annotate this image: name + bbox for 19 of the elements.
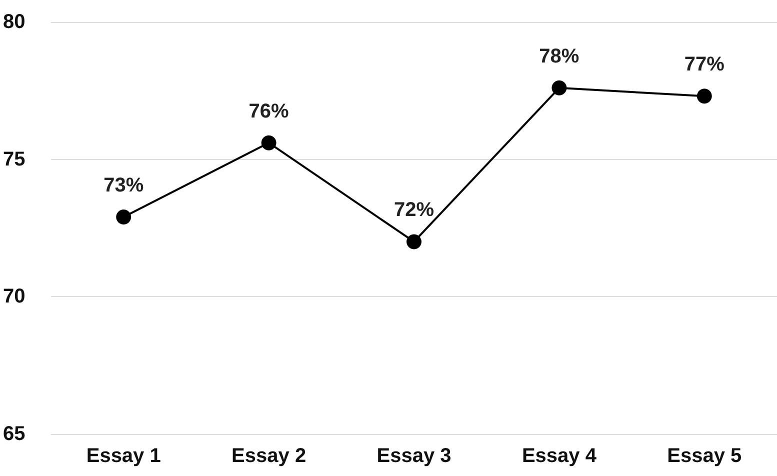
x-tick-label: Essay 1 <box>86 445 161 467</box>
y-tick-label: 75 <box>3 148 26 170</box>
data-label: 78% <box>539 45 580 68</box>
x-tick-label: Essay 2 <box>232 445 306 467</box>
x-tick-label: Essay 3 <box>376 445 452 467</box>
x-tick-label: Essay 4 <box>522 445 598 467</box>
y-tick-label: 70 <box>3 286 26 308</box>
data-label: 73% <box>104 174 144 197</box>
data-label: 77% <box>684 54 725 76</box>
x-tick-label: Essay 5 <box>667 445 742 467</box>
point <box>261 135 276 150</box>
point <box>552 80 567 96</box>
y-tick-label: 80 <box>3 11 26 33</box>
y-tick-label: 65 <box>3 423 26 445</box>
point <box>696 88 712 104</box>
data-label: 76% <box>248 100 290 122</box>
point <box>406 234 422 250</box>
data-label: 72% <box>394 199 434 222</box>
point <box>116 210 132 225</box>
